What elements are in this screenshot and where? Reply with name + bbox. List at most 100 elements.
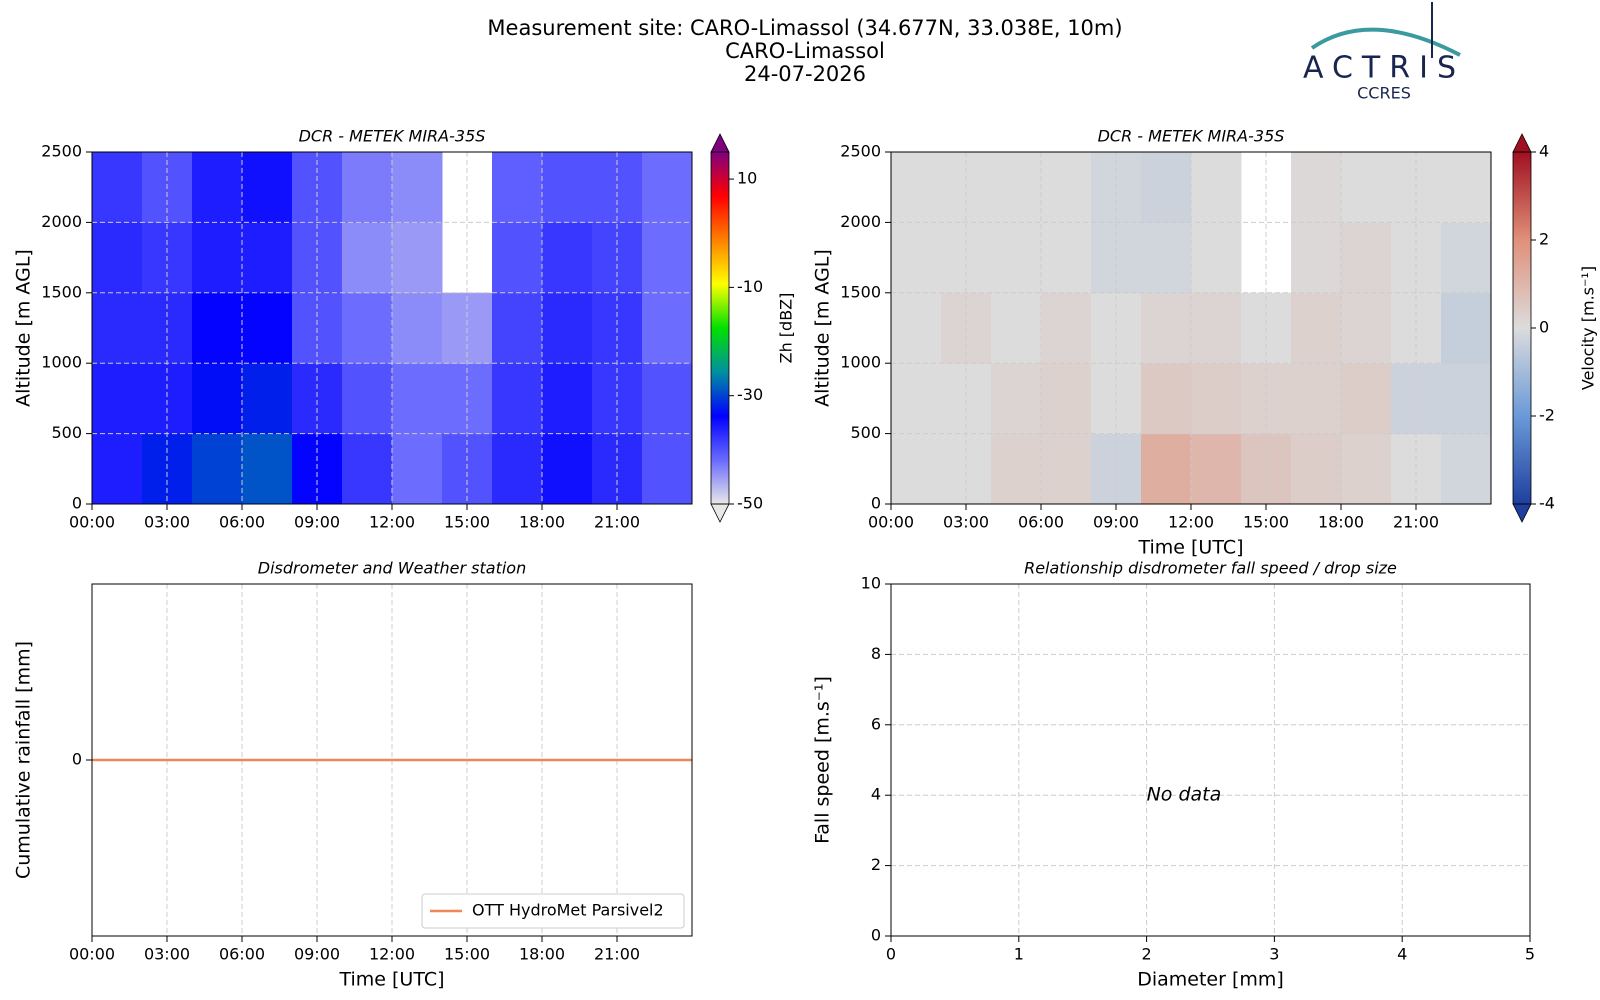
heatmap-cell: [292, 363, 343, 435]
panel: DCR - METEK MIRA-35S 00:00 03:00 06:00 09:00…: [13, 127, 796, 532]
heatmap-cell: [1341, 363, 1392, 435]
heatmap-cell: [1291, 152, 1342, 223]
heatmap-cell: [1341, 152, 1392, 223]
x-tick-label: 4: [1397, 945, 1407, 964]
heatmap-cell: [991, 433, 1042, 505]
heatmap-cell: [642, 433, 693, 505]
heatmap-cell: [891, 222, 942, 294]
x-tick-label: 18:00: [519, 945, 565, 964]
colorbar: [711, 152, 729, 504]
y-tick-label: 8: [871, 644, 881, 663]
heatmap-cell: [92, 433, 143, 505]
x-tick-label: 21:00: [594, 513, 640, 532]
heatmap-cell: [342, 292, 393, 364]
y-tick-label: 2000: [41, 212, 82, 231]
header-line: 24-07-2026: [744, 62, 866, 86]
colorbar-label: Zh [dBZ]: [777, 293, 796, 364]
heatmap-cell: [492, 152, 543, 223]
logo-sub: CCRES: [1357, 84, 1411, 103]
colorbar-tick-label: -4: [1539, 494, 1555, 513]
x-tick-label: 12:00: [1168, 513, 1214, 532]
x-tick-label: 03:00: [144, 945, 190, 964]
heatmap-cell: [392, 222, 443, 294]
y-tick-label: 1500: [840, 282, 881, 301]
heatmap-cell: [642, 222, 693, 294]
heatmap-cell: [1191, 222, 1242, 294]
legend: OTT HydroMet Parsivel2: [421, 893, 685, 929]
y-tick-label: 2500: [840, 142, 881, 161]
heatmap-cell: [1191, 152, 1242, 223]
heatmap-cell: [242, 433, 293, 505]
x-tick-label: 00:00: [69, 945, 115, 964]
x-tick-label: 21:00: [594, 945, 640, 964]
colorbar-tick-label: -30: [737, 385, 763, 404]
heatmap-cell: [342, 433, 393, 505]
header-line: Measurement site: CARO-Limassol (34.677N…: [487, 16, 1122, 40]
heatmap-cell: [92, 222, 143, 294]
y-tick-label: 2500: [41, 142, 82, 161]
heatmap-cell: [492, 222, 543, 294]
heatmap-cell: [342, 363, 393, 435]
colorbar: [1513, 152, 1531, 504]
heatmap-cell: [1141, 433, 1192, 505]
y-tick-label: 6: [871, 714, 881, 733]
heatmap-cell: [392, 363, 443, 435]
y-axis-label: Fall speed [m.s⁻¹]: [812, 676, 834, 844]
legend-label: OTT HydroMet Parsivel2: [472, 901, 664, 920]
x-tick-label: 06:00: [1018, 513, 1064, 532]
heatmap-cell: [642, 363, 693, 435]
heatmap-cell: [1141, 363, 1192, 435]
heatmap-cell: [991, 363, 1042, 435]
heatmap-cell: [1291, 292, 1342, 364]
y-tick-label: 4: [871, 785, 881, 804]
x-tick-label: 09:00: [1093, 513, 1139, 532]
heatmap-cell: [1441, 433, 1492, 505]
heatmap-cell: [542, 152, 593, 223]
heatmap-cell: [242, 363, 293, 435]
heatmap-cell: [1391, 363, 1442, 435]
x-tick-label: 15:00: [444, 945, 490, 964]
x-axis-label: Time [UTC]: [338, 969, 444, 991]
heatmap-cell: [1341, 292, 1392, 364]
logo-arc: [1310, 27, 1461, 57]
heatmap-cell: [1141, 292, 1192, 364]
heatmap-cell: [492, 433, 543, 505]
heatmap-cell: [192, 292, 243, 364]
header-line: CARO-Limassol: [725, 39, 885, 63]
annotation: No data: [1147, 784, 1222, 806]
x-tick-label: 09:00: [294, 513, 340, 532]
heatmap-cell: [891, 363, 942, 435]
x-tick-label: 03:00: [943, 513, 989, 532]
x-tick-label: 21:00: [1393, 513, 1439, 532]
colorbar-tick-label: 4: [1539, 142, 1549, 161]
heatmap-cell: [242, 152, 293, 223]
y-axis-label: Altitude [m AGL]: [13, 249, 35, 407]
heatmap-cell: [1041, 222, 1092, 294]
x-tick-label: 09:00: [294, 945, 340, 964]
heatmap-cell: [192, 363, 243, 435]
colorbar-tick-label: 10: [737, 169, 757, 188]
x-tick-label: 12:00: [369, 513, 415, 532]
y-tick-label: 10: [861, 574, 881, 593]
heatmap-cell: [542, 292, 593, 364]
y-tick-label: 1500: [41, 282, 82, 301]
colorbar-tick-label: 2: [1539, 230, 1549, 249]
heatmap-cell: [92, 292, 143, 364]
heatmap-cell: [1041, 363, 1092, 435]
heatmap-cell: [1091, 363, 1142, 435]
heatmap-cell: [1441, 363, 1492, 435]
y-tick-label: 0: [72, 494, 82, 513]
heatmap-cell: [592, 363, 643, 435]
heatmap-cell: [1191, 363, 1242, 435]
heatmap-cell: [1291, 222, 1342, 294]
heatmap-cell: [542, 433, 593, 505]
y-tick-label: 2000: [840, 212, 881, 231]
colorbar-tick-label: 0: [1539, 318, 1549, 337]
y-tick-label: 500: [51, 423, 82, 442]
x-axis-label: Diameter [mm]: [1137, 969, 1284, 991]
heatmap-cell: [392, 433, 443, 505]
heatmap-cell: [192, 433, 243, 505]
plot-frame: [890, 583, 1531, 937]
x-tick-label: 15:00: [1243, 513, 1289, 532]
